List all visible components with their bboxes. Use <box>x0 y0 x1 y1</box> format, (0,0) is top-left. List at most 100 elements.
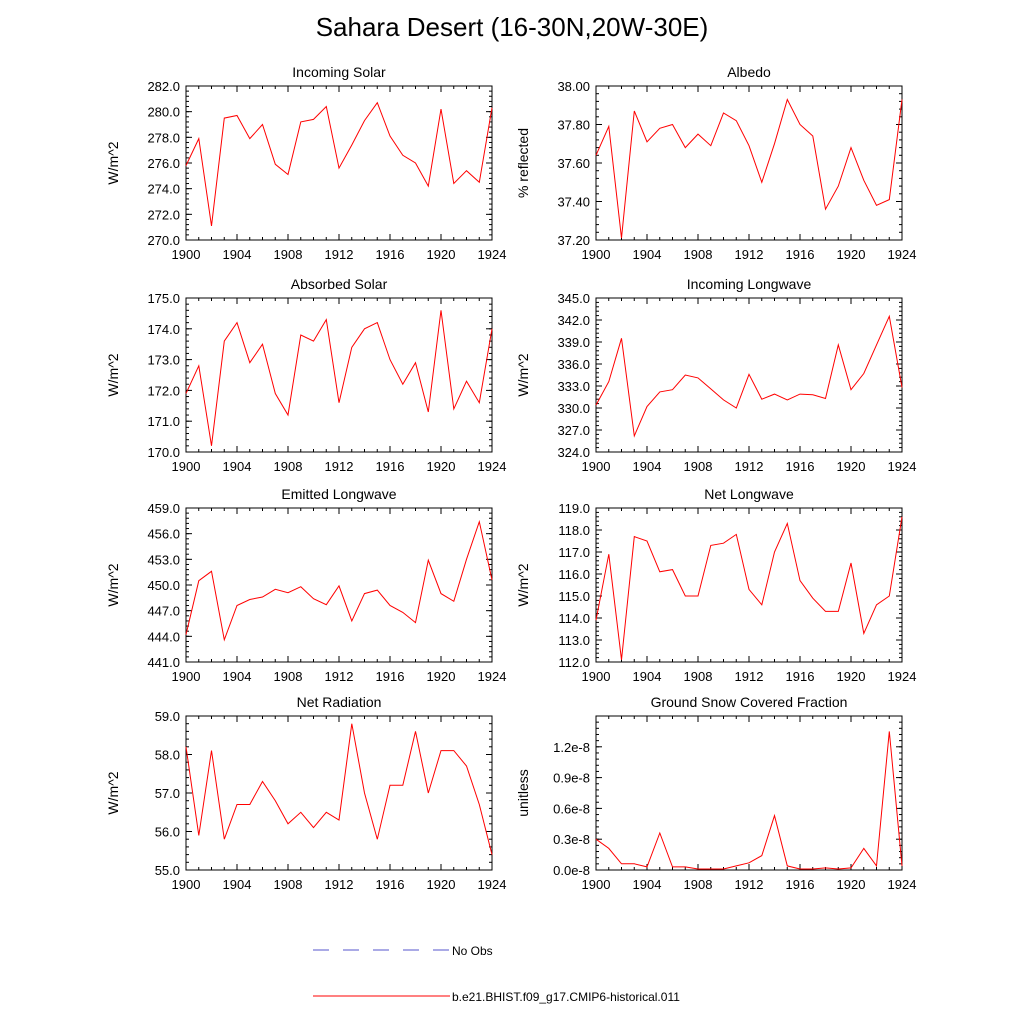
x-tick-label: 1900 <box>582 247 611 262</box>
y-tick-label: 37.60 <box>557 156 590 171</box>
x-tick-label: 1908 <box>684 669 713 684</box>
y-tick-label: 112.0 <box>558 655 590 670</box>
x-tick-label: 1916 <box>786 247 815 262</box>
legend-obs-label: No Obs <box>452 944 493 958</box>
x-tick-label: 1904 <box>633 877 662 892</box>
model-series-line <box>185 310 493 446</box>
x-tick-label: 1912 <box>735 459 764 474</box>
model-series-line <box>595 516 903 660</box>
x-tick-label: 1920 <box>427 247 456 262</box>
y-tick-label: 38.00 <box>557 79 590 94</box>
x-tick-label: 1904 <box>633 459 662 474</box>
y-tick-label: 459.0 <box>147 501 180 516</box>
y-tick-label: 37.40 <box>557 195 590 210</box>
y-tick-label: 115.0 <box>558 589 590 604</box>
y-tick-label: 345.0 <box>557 291 590 306</box>
y-tick-label: 57.0 <box>155 786 180 801</box>
y-tick-label: 114.0 <box>558 611 590 626</box>
y-tick-label: 324.0 <box>557 445 590 460</box>
y-tick-label: 116.0 <box>558 567 590 582</box>
y-axis-label: W/m^2 <box>105 141 121 184</box>
x-tick-label: 1908 <box>274 877 303 892</box>
x-tick-label: 1920 <box>427 459 456 474</box>
x-tick-label: 1920 <box>837 247 866 262</box>
x-tick-label: 1900 <box>582 877 611 892</box>
y-tick-label: 453.0 <box>147 552 180 567</box>
x-tick-label: 1920 <box>837 877 866 892</box>
y-tick-label: 175.0 <box>147 291 180 306</box>
x-tick-label: 1904 <box>633 669 662 684</box>
y-axis-label: W/m^2 <box>105 353 121 396</box>
x-tick-label: 1916 <box>376 669 405 684</box>
y-tick-label: 270.0 <box>147 233 180 248</box>
y-tick-label: 274.0 <box>147 182 180 197</box>
plot-frame <box>185 715 493 871</box>
x-tick-label: 1924 <box>888 247 917 262</box>
x-tick-label: 1908 <box>274 459 303 474</box>
x-tick-label: 1924 <box>888 669 917 684</box>
y-tick-label: 276.0 <box>147 156 180 171</box>
x-tick-label: 1912 <box>325 247 354 262</box>
y-axis-label: unitless <box>515 769 531 816</box>
chart-title: Incoming Longwave <box>687 276 812 292</box>
y-tick-label: 1.2e-8 <box>553 740 590 755</box>
plot-frame <box>185 85 493 241</box>
y-tick-label: 172.0 <box>147 383 180 398</box>
y-tick-label: 118.0 <box>558 523 590 538</box>
x-tick-label: 1920 <box>837 459 866 474</box>
x-tick-label: 1912 <box>325 669 354 684</box>
x-tick-label: 1924 <box>478 669 507 684</box>
x-tick-label: 1916 <box>786 669 815 684</box>
x-tick-label: 1900 <box>172 877 201 892</box>
x-tick-label: 1916 <box>786 459 815 474</box>
y-tick-label: 171.0 <box>147 414 180 429</box>
x-tick-label: 1924 <box>888 459 917 474</box>
y-tick-label: 0.9e-8 <box>553 771 590 786</box>
x-tick-label: 1904 <box>223 877 252 892</box>
chart-title: Ground Snow Covered Fraction <box>651 694 848 710</box>
y-tick-label: 280.0 <box>147 105 180 120</box>
y-axis-label: W/m^2 <box>515 353 531 396</box>
y-tick-label: 342.0 <box>557 313 590 328</box>
x-tick-label: 1912 <box>735 247 764 262</box>
x-tick-label: 1908 <box>684 247 713 262</box>
chart-title: Absorbed Solar <box>291 276 388 292</box>
plot-frame <box>185 507 493 663</box>
model-series-line <box>185 101 493 226</box>
model-series-line <box>595 314 903 438</box>
x-tick-label: 1908 <box>274 247 303 262</box>
x-tick-label: 1916 <box>786 877 815 892</box>
x-tick-label: 1924 <box>478 877 507 892</box>
chart-title: Emitted Longwave <box>281 486 396 502</box>
y-tick-label: 336.0 <box>557 357 590 372</box>
x-tick-label: 1924 <box>888 877 917 892</box>
y-tick-label: 113.0 <box>558 633 590 648</box>
y-tick-label: 333.0 <box>557 379 590 394</box>
x-tick-label: 1908 <box>684 459 713 474</box>
chart-title: Net Longwave <box>704 486 794 502</box>
y-tick-label: 173.0 <box>147 353 180 368</box>
x-tick-label: 1920 <box>427 669 456 684</box>
chart-title: Net Radiation <box>297 694 382 710</box>
chart-title: Albedo <box>727 64 771 80</box>
x-tick-label: 1904 <box>633 247 662 262</box>
x-tick-label: 1900 <box>582 669 611 684</box>
y-tick-label: 37.80 <box>557 118 590 133</box>
x-tick-label: 1900 <box>582 459 611 474</box>
y-tick-label: 0.0e-8 <box>553 863 590 878</box>
x-tick-label: 1920 <box>837 669 866 684</box>
y-tick-label: 0.6e-8 <box>553 801 590 816</box>
x-tick-label: 1916 <box>376 247 405 262</box>
x-tick-label: 1912 <box>735 877 764 892</box>
y-tick-label: 58.0 <box>155 748 180 763</box>
x-tick-label: 1908 <box>684 877 713 892</box>
x-tick-label: 1900 <box>172 459 201 474</box>
y-tick-label: 456.0 <box>147 527 180 542</box>
plot-frame <box>595 715 903 871</box>
figure-title: Sahara Desert (16-30N,20W-30E) <box>315 12 709 42</box>
y-tick-label: 450.0 <box>147 578 180 593</box>
x-tick-label: 1916 <box>376 877 405 892</box>
x-tick-label: 1904 <box>223 669 252 684</box>
y-tick-label: 119.0 <box>558 501 590 516</box>
